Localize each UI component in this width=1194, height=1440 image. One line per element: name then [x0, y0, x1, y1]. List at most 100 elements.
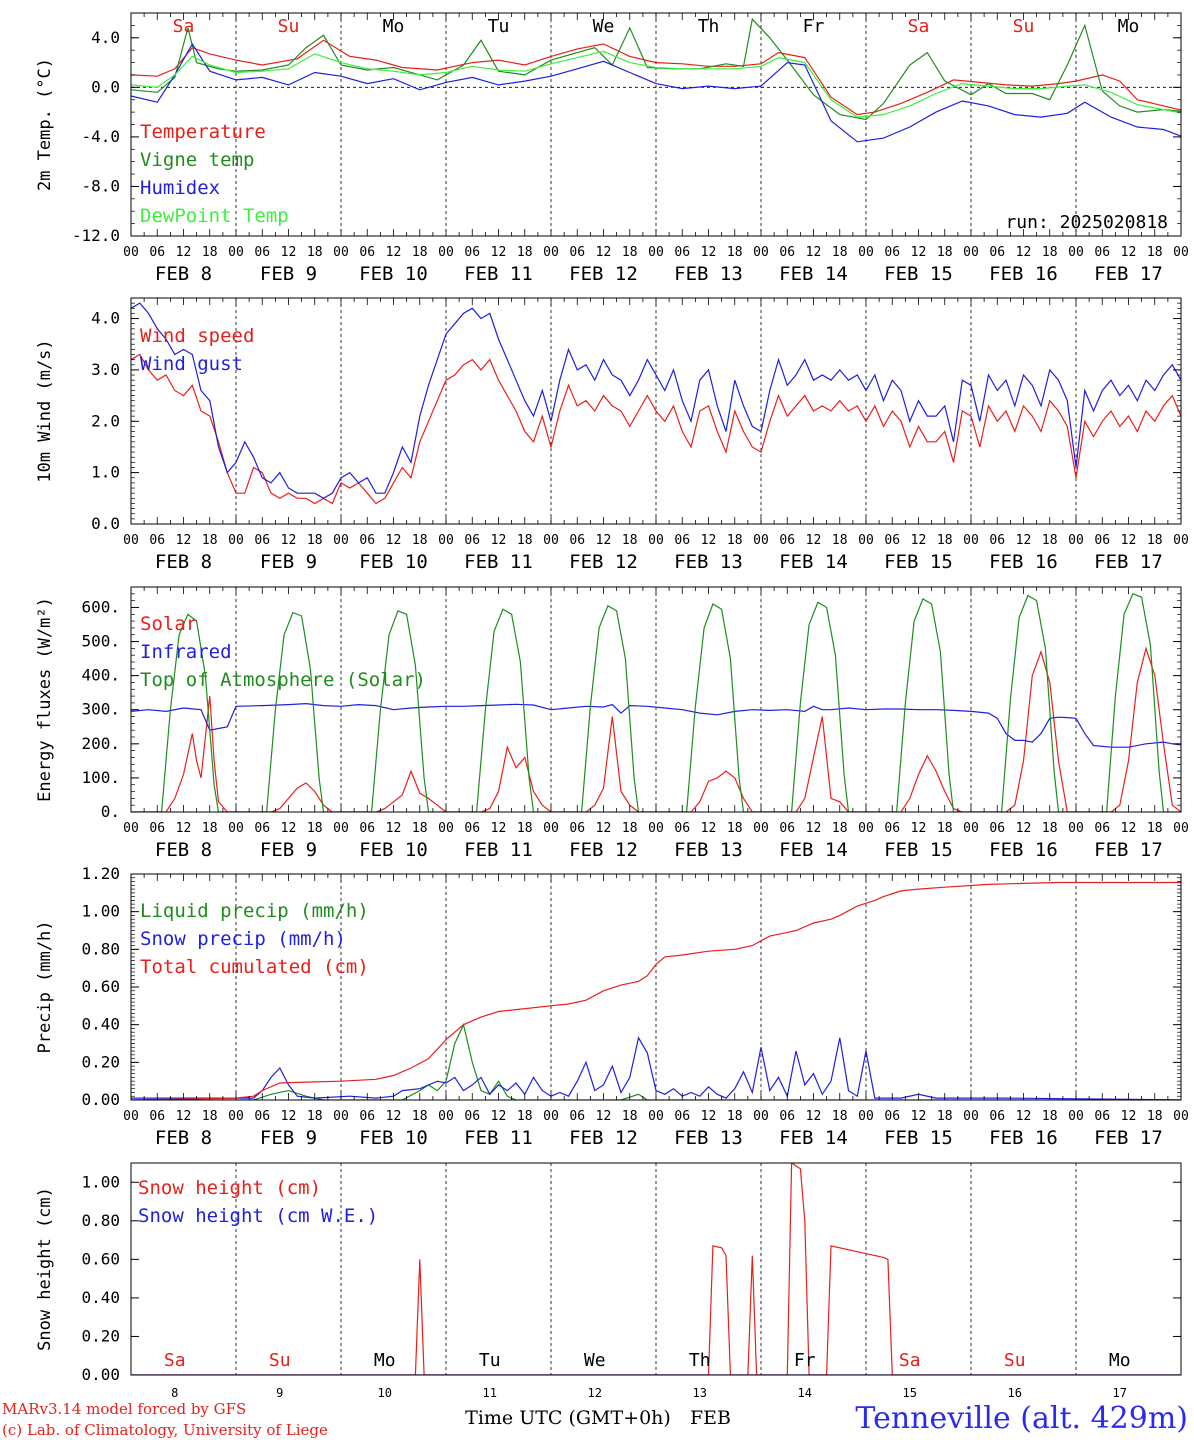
weekday-label: We	[593, 16, 615, 37]
hour-tick-label: 00	[753, 1109, 769, 1124]
weekday-label: Su	[1013, 16, 1035, 37]
hour-tick-label: 00	[753, 245, 769, 260]
hour-tick-label: 00	[333, 245, 349, 260]
weekday-label-bottom: Fr	[794, 1350, 816, 1371]
credit-line-2: (c) Lab. of Climatology, University of L…	[2, 1421, 328, 1439]
day-number-label: 11	[483, 1386, 497, 1400]
hour-tick-label: 18	[1042, 533, 1058, 548]
station-label: Tenneville (alt. 429m)	[855, 1401, 1188, 1436]
hour-tick-label: 06	[674, 533, 690, 548]
weekday-label-bottom: Mo	[374, 1350, 396, 1371]
panel-5: 0.00 0.20 0.40 0.60 0.80 1.00 Snow height (cm)…	[35, 1162, 1182, 1384]
weekday-label-bottom: Sa	[164, 1350, 186, 1371]
weekday-label-bottom: Su	[269, 1350, 291, 1371]
hour-tick-label: 00	[438, 245, 454, 260]
hour-tick-label: 12	[911, 821, 927, 836]
y-tick-label: 4.0	[91, 28, 120, 47]
legend-entry: Snow precip (mm/h)	[140, 928, 346, 950]
run-label: run: 2025020818	[1005, 212, 1168, 233]
hour-tick-label: 00	[858, 1109, 874, 1124]
hour-tick-label: 18	[1042, 1109, 1058, 1124]
hour-tick-label: 06	[149, 1109, 165, 1124]
hour-tick-label: 06	[989, 1109, 1005, 1124]
y-tick-label: 200.	[81, 734, 120, 753]
hour-tick-label: 12	[176, 1109, 192, 1124]
day-number-label: 8	[171, 1386, 178, 1400]
hour-tick-label: 12	[491, 533, 507, 548]
hour-tick-label: 12	[386, 1109, 402, 1124]
hour-tick-label: 18	[307, 1109, 323, 1124]
y-tick-label: 400.	[81, 666, 120, 685]
weekday-label: Sa	[173, 16, 195, 37]
hour-tick-label: 00	[648, 821, 664, 836]
legend-entry: Snow height (cm W.E.)	[138, 1205, 378, 1227]
hour-tick-label: 00	[543, 245, 559, 260]
day-label: FEB 13	[674, 263, 743, 285]
legend-entry: Humidex	[140, 177, 220, 199]
hour-tick-label: 00	[438, 1109, 454, 1124]
hour-tick-label: 00	[1068, 245, 1084, 260]
series-line-1-1	[131, 39, 1181, 116]
hour-tick-label: 12	[806, 821, 822, 836]
y-tick-label: 1.00	[81, 1172, 120, 1191]
series-line-2-1	[131, 353, 1181, 505]
y-tick-label: -4.0	[81, 127, 120, 146]
day-number-label: 15	[903, 1386, 917, 1400]
hour-tick-label: 18	[832, 533, 848, 548]
hour-tick-label: 00	[963, 245, 979, 260]
hour-tick-label: 18	[622, 533, 638, 548]
day-label: FEB 13	[674, 1127, 743, 1149]
day-label: FEB 9	[260, 839, 317, 861]
hour-tick-label: 18	[1042, 821, 1058, 836]
hour-tick-label: 00	[963, 821, 979, 836]
y-tick-label: 4.0	[91, 309, 120, 328]
y-tick-label: 0.60	[81, 977, 120, 996]
hour-tick-label: 18	[1147, 1109, 1163, 1124]
day-label: FEB 11	[464, 263, 533, 285]
hour-tick-label: 12	[281, 533, 297, 548]
day-label: FEB 15	[884, 1127, 953, 1149]
hour-tick-label: 00	[438, 821, 454, 836]
hour-tick-label: 00	[753, 821, 769, 836]
hour-tick-label: 00	[1173, 245, 1189, 260]
day-number-label: 16	[1008, 1386, 1022, 1400]
weekday-label-bottom: Th	[689, 1350, 711, 1371]
hour-tick-label: 00	[1068, 821, 1084, 836]
legend-entry: DewPoint Temp	[140, 205, 289, 227]
hour-tick-label: 06	[989, 533, 1005, 548]
panel-2: 0.0 1.0 2.0 3.0 4.0 10m Wind (m/s) Wind speed W…	[35, 297, 1189, 573]
hour-tick-label: 12	[701, 1109, 717, 1124]
hour-tick-label: 06	[359, 1109, 375, 1124]
day-label: FEB 15	[884, 263, 953, 285]
legend-entry: Temperature	[140, 121, 266, 143]
hour-tick-label: 06	[464, 821, 480, 836]
day-label: FEB 9	[260, 551, 317, 573]
day-label: FEB 16	[989, 839, 1058, 861]
hour-tick-label: 18	[517, 533, 533, 548]
y-axis-label: Energy fluxes (W/m²)	[35, 597, 55, 802]
hour-tick-label: 12	[386, 821, 402, 836]
hour-tick-label: 06	[464, 533, 480, 548]
y-tick-label: 3.0	[91, 360, 120, 379]
legend-entry: Wind speed	[140, 325, 254, 347]
series-line-2-2	[131, 302, 1181, 499]
hour-tick-label: 18	[202, 245, 218, 260]
hour-tick-label: 18	[622, 245, 638, 260]
hour-tick-label: 06	[884, 245, 900, 260]
hour-tick-label: 18	[727, 821, 743, 836]
y-tick-label: 300.	[81, 700, 120, 719]
hour-tick-label: 18	[832, 245, 848, 260]
y-tick-label: 0.40	[81, 1015, 120, 1034]
hour-tick-label: 12	[386, 533, 402, 548]
hour-tick-label: 12	[281, 821, 297, 836]
weekday-label-bottom: Tu	[479, 1350, 501, 1371]
series-line-1-3	[131, 42, 1181, 143]
hour-tick-label: 12	[701, 245, 717, 260]
hour-tick-label: 06	[359, 533, 375, 548]
day-label: FEB 13	[674, 839, 743, 861]
day-label: FEB 17	[1094, 551, 1163, 573]
y-tick-label: 0.	[101, 802, 120, 821]
hour-tick-label: 00	[543, 533, 559, 548]
hour-tick-label: 00	[228, 1109, 244, 1124]
y-axis-label: Snow height (cm)	[35, 1187, 55, 1351]
